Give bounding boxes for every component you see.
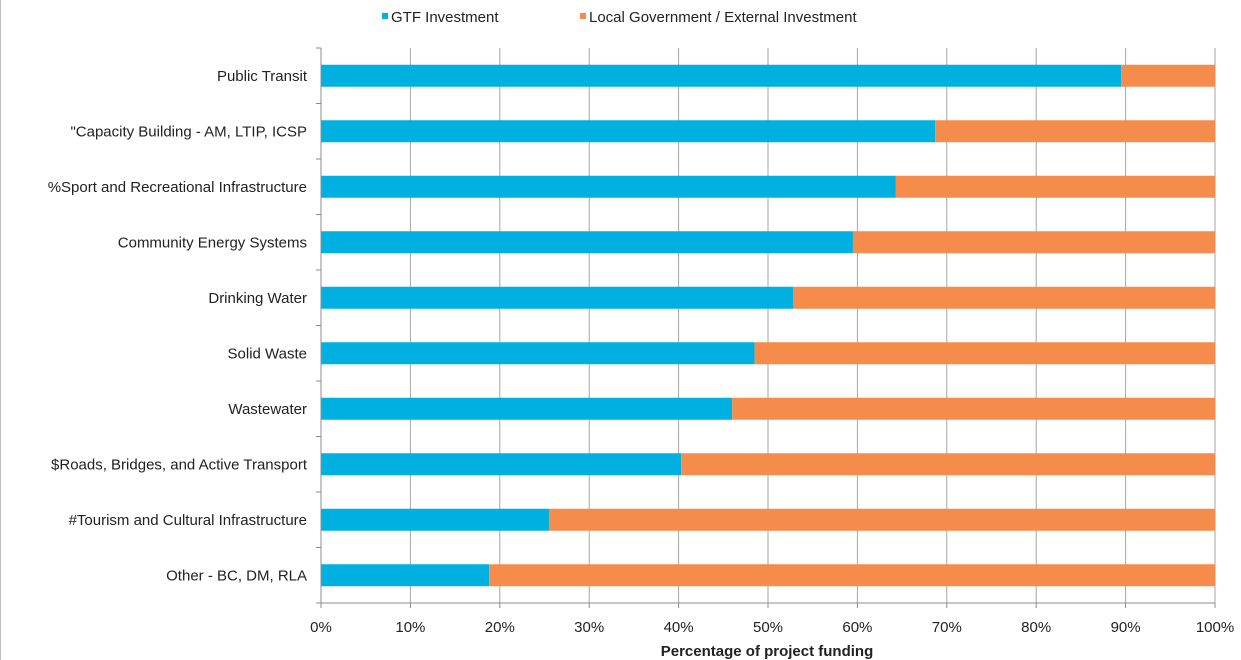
x-tick-label: 100% [1196, 619, 1234, 636]
bar-local [548, 508, 1215, 531]
bar-local [489, 564, 1215, 587]
bar-gtf [321, 397, 733, 420]
legend-item-local: Local Government / External Investment [580, 9, 857, 26]
x-tick-label: 50% [753, 619, 783, 636]
bar-local [793, 286, 1215, 309]
x-tick-label: 60% [842, 619, 872, 636]
bar-gtf [321, 286, 794, 309]
bar-gtf [321, 453, 682, 476]
bar-local [681, 453, 1215, 476]
x-tick-label: 70% [932, 619, 962, 636]
x-tick-label: 90% [1111, 619, 1141, 636]
category-label: #Tourism and Cultural Infrastructure [69, 512, 307, 529]
category-label: %Sport and Recreational Infrastructure [48, 179, 307, 196]
legend-swatch-gtf [382, 13, 388, 19]
bar-gtf [321, 342, 755, 365]
category-label: Drinking Water [208, 290, 307, 307]
axes [316, 47, 1216, 608]
legend-swatch-local [580, 13, 586, 19]
bar-gtf [321, 175, 896, 198]
bar-gtf [321, 231, 853, 254]
x-axis-title: Percentage of project funding [661, 643, 874, 660]
legend-label-gtf: GTF Investment [391, 9, 499, 26]
legend: GTF Investment Local Government / Extern… [0, 9, 1241, 29]
category-label: Solid Waste [228, 345, 307, 362]
bar-local [1121, 64, 1215, 87]
x-tick-label: 20% [485, 619, 515, 636]
bar-local [732, 397, 1215, 420]
legend-item-gtf: GTF Investment [382, 9, 499, 26]
bar-gtf [321, 120, 936, 143]
category-label: Community Energy Systems [118, 234, 307, 251]
bar-gtf [321, 508, 549, 531]
category-label: Wastewater [228, 401, 307, 418]
legend-label-local: Local Government / External Investment [589, 9, 857, 26]
bar-gtf [321, 64, 1122, 87]
bar-local [935, 120, 1215, 143]
bar-local [754, 342, 1215, 365]
bar-local [852, 231, 1215, 254]
x-tick-label: 10% [395, 619, 425, 636]
category-label: Other - BC, DM, RLA [166, 567, 307, 584]
category-label: $Roads, Bridges, and Active Transport [51, 456, 308, 473]
x-tick-label: 30% [574, 619, 604, 636]
category-label: Public Transit [217, 68, 308, 85]
x-tick-label: 80% [1021, 619, 1051, 636]
bar-gtf [321, 564, 490, 587]
bars [321, 64, 1215, 587]
x-tick-label: 0% [310, 619, 332, 636]
labels: 0% 10% 20% 30% 40% 50% 60% 70% 80% 90% 100% Public … [48, 68, 1235, 636]
category-label: "Capacity Building - AM, LTIP, ICSP [70, 123, 307, 140]
x-tick-label: 40% [664, 619, 694, 636]
bar-local [895, 175, 1215, 198]
